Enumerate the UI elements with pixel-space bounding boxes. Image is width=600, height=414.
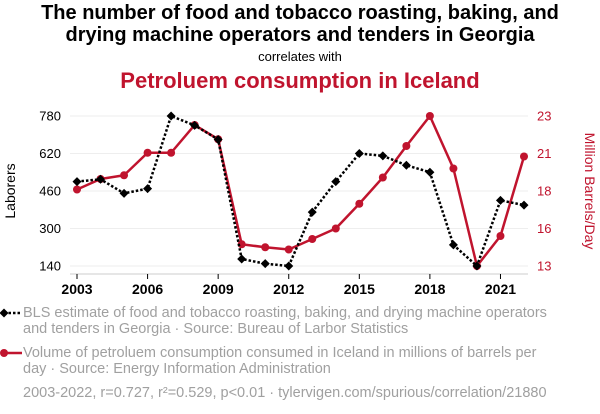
series-laborers-point — [307, 207, 317, 217]
legend-item-laborers: BLS estimate of food and tobacco roastin… — [0, 305, 563, 337]
y-right-tick-label: 13 — [537, 259, 551, 274]
x-tick-label: 2015 — [344, 281, 375, 297]
y-right-tick-label: 21 — [537, 146, 551, 161]
series-petroleum-point — [520, 152, 528, 161]
footer-stats: 2003-2022, r=0.727, r²=0.529, p<0.01 · t… — [23, 385, 547, 401]
series-petroleum-point — [355, 199, 364, 208]
series-laborers-point — [119, 188, 129, 198]
series-laborers-point — [72, 177, 82, 187]
series-petroleum-point — [167, 148, 176, 157]
x-tick-label: 2006 — [132, 281, 163, 297]
series-laborers-point — [237, 254, 247, 264]
series-laborers-point — [166, 111, 176, 121]
y-axis-right: 23 21 18 16 13 — [537, 109, 551, 274]
legend: BLS estimate of food and tobacco roastin… — [0, 305, 600, 385]
y-right-tick-label: 23 — [537, 109, 551, 124]
series-laborers — [72, 111, 529, 271]
series-laborers-point — [472, 261, 482, 271]
chart-title-line2: drying machine operators and tenders in … — [65, 24, 535, 46]
series-petroleum-point — [425, 112, 434, 120]
y-axis-left: 780 620 460 300 140 — [39, 109, 61, 274]
x-tick-label: 2012 — [273, 281, 304, 297]
y-left-tick-label: 620 — [39, 146, 61, 161]
chart-title-line1: The number of food and tobacco roasting,… — [41, 2, 559, 24]
series-petroleum-point — [284, 245, 293, 254]
x-tick-label: 2009 — [203, 281, 234, 297]
series-petroleum-point — [449, 164, 458, 173]
series-petroleum-point — [331, 224, 340, 233]
series-laborers-line — [76, 114, 525, 269]
x-tick-label: 2018 — [414, 281, 445, 297]
x-tick-label: 2003 — [61, 281, 92, 297]
legend-label-laborers: BLS estimate of food and tobacco roastin… — [23, 305, 547, 337]
series-petroleum-point — [378, 173, 387, 182]
series-petroleum-point — [496, 232, 505, 240]
legend-swatch-dotted-diamond-icon — [0, 308, 22, 318]
x-axis: 2003 2006 2009 2012 2015 2018 2021 — [61, 273, 528, 297]
series-laborers-point — [260, 259, 270, 269]
series-laborers-point — [96, 174, 106, 184]
chart-title: The number of food and tobacco roasting,… — [0, 2, 600, 46]
legend-swatch-solid-circle-icon — [0, 349, 22, 357]
series-laborers-point — [354, 149, 364, 158]
series-petroleum-point — [73, 185, 81, 194]
y-left-tick-label: 140 — [39, 259, 61, 274]
series-laborers-point — [331, 177, 341, 187]
series-laborers-point — [143, 184, 153, 194]
chart-title-secondary: Petroluem consumption in Iceland — [120, 68, 480, 93]
y-right-tick-label: 16 — [537, 221, 551, 236]
series-petroleum-point — [261, 243, 270, 252]
legend-label-petroleum: Volume of petroluem consumption consumed… — [23, 345, 537, 377]
series-petroleum-point — [120, 171, 129, 180]
y-left-tick-label: 460 — [39, 184, 61, 199]
series-laborers-point — [401, 160, 411, 170]
chart-plot: 2003 2006 2009 2012 2015 2018 2021 780 620 460 30… — [2, 109, 598, 298]
y-axis-left-title: Laborers — [2, 163, 18, 218]
legend-item-petroleum: Volume of petroluem consumption consumed… — [0, 345, 563, 377]
chart-subtitle: correlates with — [258, 49, 342, 64]
y-right-tick-label: 18 — [537, 184, 551, 199]
series-petroleum-point — [237, 240, 246, 249]
y-left-tick-label: 300 — [39, 221, 61, 236]
series-petroleum-point — [402, 142, 411, 150]
series-laborers-point — [378, 151, 388, 161]
series-laborers-point — [495, 195, 505, 205]
series-laborers-point — [448, 240, 458, 250]
series-petroleum-point — [143, 148, 152, 157]
series-laborers-point — [284, 261, 294, 271]
x-tick-label: 2021 — [485, 281, 516, 297]
y-axis-right-title: Million Barrels/Day — [582, 133, 598, 250]
series-petroleum-point — [308, 235, 317, 243]
series-laborers-point — [425, 167, 435, 177]
series-laborers-point — [190, 120, 200, 130]
y-left-tick-label: 780 — [39, 109, 61, 124]
series-laborers-point — [519, 200, 529, 210]
series-laborers-point — [213, 134, 223, 144]
